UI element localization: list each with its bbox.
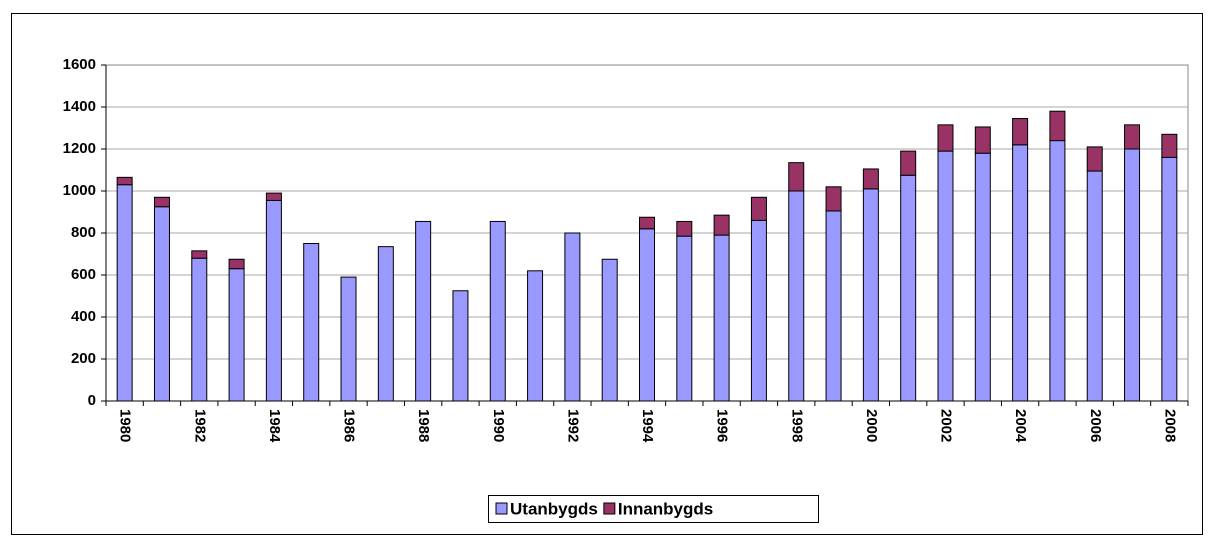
bar-segment xyxy=(377,246,394,402)
bar-segment xyxy=(900,174,917,402)
bar-segment xyxy=(340,276,357,402)
bar-segment xyxy=(228,268,245,402)
bar-segment xyxy=(1161,156,1178,402)
bar-segment xyxy=(153,206,170,402)
bar-segment xyxy=(676,220,693,237)
x-tick-label: 1990 xyxy=(490,409,507,442)
bar-segment xyxy=(750,196,767,221)
bar-segment xyxy=(825,186,842,212)
x-tick-label: 1996 xyxy=(714,409,731,442)
bar-segment xyxy=(713,214,730,236)
bar-segment xyxy=(265,192,282,201)
bar-segment xyxy=(1086,170,1103,402)
legend-swatch xyxy=(603,502,616,515)
x-tick-label: 2004 xyxy=(1012,409,1029,443)
x-tick-label: 1982 xyxy=(191,409,208,442)
y-tick-label: 800 xyxy=(71,224,96,241)
bar-segment xyxy=(1012,144,1029,402)
bar-segment xyxy=(974,126,991,154)
x-tick-label: 1992 xyxy=(564,409,581,442)
y-tick-label: 400 xyxy=(71,308,96,325)
y-tick-label: 1400 xyxy=(63,98,96,115)
bar-segment xyxy=(116,184,133,402)
bar-segment xyxy=(974,152,991,402)
bar-segment xyxy=(788,162,805,192)
bar-segment xyxy=(825,210,842,402)
bar-segment xyxy=(788,190,805,402)
y-tick-label: 1000 xyxy=(63,182,96,199)
bar-segment xyxy=(937,150,954,402)
y-tick-label: 1600 xyxy=(63,56,96,73)
bar-segment xyxy=(639,228,655,402)
bar-segment xyxy=(228,258,245,270)
bar-segment xyxy=(862,188,879,402)
x-tick-label: 1994 xyxy=(639,409,656,443)
bar-segment xyxy=(900,150,917,176)
bar-segment xyxy=(1124,148,1141,402)
x-tick-label: 2000 xyxy=(863,409,880,442)
bar-segment xyxy=(116,176,133,186)
legend-label: Utanbygds xyxy=(510,499,598,518)
bar-segment xyxy=(750,219,767,402)
x-tick-label: 2008 xyxy=(1161,409,1178,442)
bar-segment xyxy=(1012,118,1029,146)
bar-segment xyxy=(862,168,879,190)
bar-segment xyxy=(639,216,655,230)
bar-segment xyxy=(489,220,506,402)
bar-segment xyxy=(1124,124,1141,150)
legend xyxy=(488,495,819,523)
bar-segment xyxy=(937,124,954,152)
bar-segment xyxy=(1161,133,1178,158)
bar-segment xyxy=(676,235,693,402)
x-tick-label: 1988 xyxy=(415,409,432,442)
legend-label: Innanbygds xyxy=(618,499,713,518)
bar-segment xyxy=(527,270,544,402)
x-tick-label: 2006 xyxy=(1087,409,1104,442)
bar-segment xyxy=(601,258,618,402)
y-tick-label: 200 xyxy=(71,350,96,367)
bar-segment xyxy=(191,250,208,259)
x-tick-label: 1986 xyxy=(341,409,358,442)
y-tick-label: 600 xyxy=(71,266,96,283)
bar-segment xyxy=(415,220,432,402)
bar-segment xyxy=(265,199,282,402)
bar-segment xyxy=(191,257,208,402)
bar-segment xyxy=(1086,146,1103,172)
y-tick-label: 0 xyxy=(88,392,96,409)
bar-segment xyxy=(1049,140,1066,402)
legend-swatch xyxy=(495,502,508,515)
y-tick-label: 1200 xyxy=(63,140,96,157)
x-tick-label: 2002 xyxy=(938,409,955,442)
bar-segment xyxy=(303,243,320,402)
x-tick-label: 1984 xyxy=(266,409,283,443)
bar-segment xyxy=(153,196,170,208)
bar-segment xyxy=(1049,110,1066,142)
x-tick-label: 1980 xyxy=(117,409,134,442)
bar-segment xyxy=(713,234,730,402)
x-tick-label: 1998 xyxy=(788,409,805,442)
bar-segment xyxy=(452,290,469,402)
bar-segment xyxy=(564,232,581,402)
